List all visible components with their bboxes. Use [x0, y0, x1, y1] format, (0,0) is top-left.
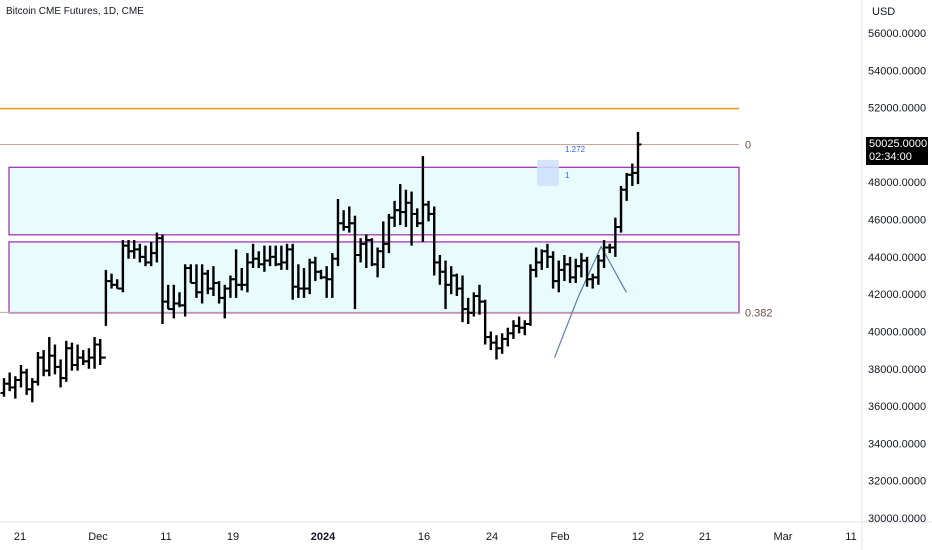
ohlc-bar [17, 365, 25, 388]
ohlc-bar [51, 344, 59, 375]
ohlc-bar [91, 337, 99, 369]
extension-layer [537, 159, 627, 358]
y-axis-tick-label: 38000.0000 [868, 364, 926, 376]
ohlc-bar [521, 320, 529, 336]
y-axis-tick-label: 30000.0000 [868, 513, 926, 525]
x-axis-tick-label: Dec [88, 531, 108, 543]
ohlc-bar [498, 333, 506, 354]
ohlc-bar [62, 340, 70, 382]
x-axis[interactable]: 21 Dec 11 19 2024 16 24 Feb 12 21 Mar 11 [14, 531, 857, 543]
last-price-tag: 50025.0000 02:34:00 [866, 137, 928, 165]
ohlc-bar [515, 316, 523, 334]
y-axis-tick-label: 40000.0000 [868, 326, 926, 338]
x-axis-tick-label: 21 [14, 531, 26, 543]
chart-title: Bitcoin CME Futures, 1D, CME [6, 6, 144, 17]
y-axis-tick-label: 42000.0000 [868, 289, 926, 301]
ohlc-bar [23, 368, 31, 395]
bars-layer [0, 131, 642, 403]
zones-layer [8, 166, 740, 314]
y-axis-tick-label: 46000.0000 [868, 215, 926, 227]
ohlc-bar [79, 350, 87, 366]
x-axis-tick-label: 19 [227, 531, 239, 543]
ohlc-bar [57, 359, 65, 388]
y-axis-tick-label: 52000.0000 [868, 103, 926, 115]
y-axis[interactable]: 56000.000054000.000052000.000050000.0000… [868, 28, 926, 525]
x-axis-tick-label: Mar [774, 531, 793, 543]
y-axis-tick-label: 48000.0000 [868, 177, 926, 189]
currency-label[interactable]: USD [872, 6, 896, 18]
x-axis-tick-label: 16 [418, 531, 430, 543]
y-axis-tick-label: 56000.0000 [868, 28, 926, 40]
bar-countdown: 02:34:00 [869, 151, 912, 163]
x-axis-tick-label: 11 [160, 531, 171, 543]
y-axis-tick-label: 54000.0000 [868, 65, 926, 77]
fib-extension-path [553, 245, 627, 358]
fib-level-0-label: 0 [745, 139, 751, 151]
ohlc-bar [0, 378, 8, 397]
ohlc-bar [96, 338, 104, 366]
x-axis-tick-label: 11 [845, 531, 856, 543]
last-price-value: 50025.0000 [869, 138, 928, 150]
extension-level-label: 1 [565, 171, 570, 180]
y-axis-tick-label: 34000.0000 [868, 438, 926, 450]
labels-layer: 0 0.382 1.272 1 [565, 139, 773, 319]
extension-level-label: 1.272 [565, 145, 586, 154]
ohlc-bar [40, 350, 48, 377]
x-axis-tick-label: Feb [551, 531, 570, 543]
ohlc-bar [68, 342, 76, 371]
x-axis-tick-label: 21 [699, 531, 711, 543]
support-resistance-zone [8, 241, 740, 314]
x-axis-tick-label: 24 [486, 531, 498, 543]
support-resistance-zone [8, 166, 740, 236]
y-axis-tick-label: 36000.0000 [868, 401, 926, 413]
ohlc-bar [634, 131, 642, 185]
fib-level-0382-label: 0.382 [745, 307, 773, 319]
ohlc-bar [509, 320, 517, 339]
ohlc-bar [504, 327, 512, 347]
y-axis-tick-label: 44000.0000 [868, 252, 926, 264]
ohlc-bar [487, 331, 495, 351]
y-axis-tick-label: 32000.0000 [868, 476, 926, 488]
horizontal-lines-layer [0, 107, 739, 313]
x-axis-tick-label: 2024 [311, 531, 336, 543]
x-axis-tick-label: 12 [632, 531, 644, 543]
fib-extension-box [537, 159, 559, 186]
